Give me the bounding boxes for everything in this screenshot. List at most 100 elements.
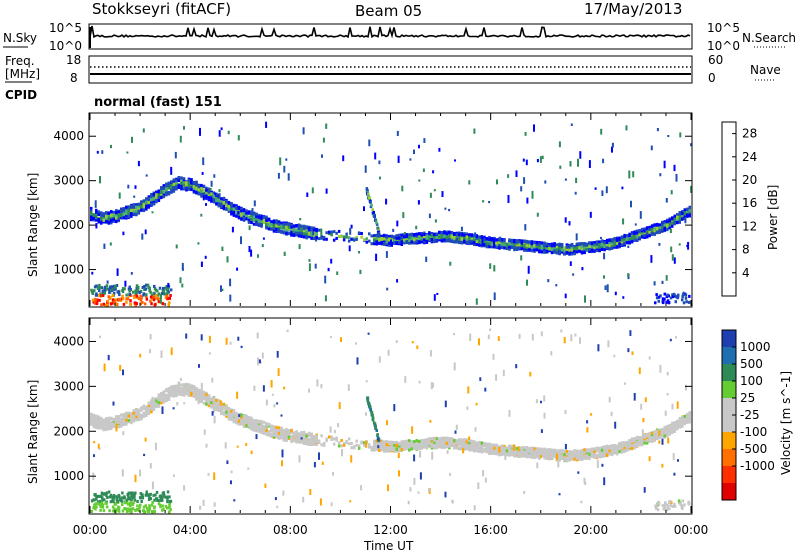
scatter-cell — [655, 296, 659, 300]
scatter-cell — [262, 215, 266, 219]
scatter-cell — [292, 439, 296, 443]
scatter-cell — [470, 239, 474, 243]
scatter-cell — [165, 188, 168, 192]
scatter-cell — [465, 235, 469, 239]
scatter-cell — [285, 158, 288, 161]
scatter-cell — [460, 226, 463, 232]
scatter-cell — [654, 301, 657, 305]
scatter-cell — [135, 411, 138, 415]
scatter-cell — [295, 436, 298, 440]
scatter-cell — [413, 236, 416, 240]
scatter-cell — [307, 230, 311, 234]
scatter-cell — [550, 248, 554, 252]
scatter-cell — [90, 422, 93, 426]
scatter-cell — [385, 235, 388, 239]
scatter-cell — [482, 200, 485, 203]
scatter-cell — [110, 427, 113, 430]
scatter-cell — [111, 301, 115, 305]
scatter-cell — [122, 417, 126, 421]
scatter-cell — [215, 201, 218, 204]
scatter-cell — [275, 429, 278, 433]
scatter-cell — [287, 429, 291, 432]
scatter-cell — [585, 247, 589, 251]
scatter-cell — [177, 390, 181, 394]
scatter-cell — [125, 418, 128, 422]
scatter-cell — [300, 228, 303, 232]
scatter-cell — [150, 199, 153, 203]
scatter-cell — [141, 233, 144, 240]
scatter-cell — [310, 231, 313, 235]
scatter-cell — [666, 228, 669, 232]
scatter-cell — [114, 298, 117, 302]
scatter-cell — [327, 435, 331, 439]
scatter-cell — [658, 223, 661, 227]
scatter-cell — [161, 292, 164, 296]
scatter-cell — [152, 202, 156, 206]
scatter-cell — [395, 234, 398, 238]
scatter-cell — [312, 437, 316, 440]
scatter-cell — [142, 209, 146, 213]
scatter-cell — [292, 227, 296, 231]
scatter-cell — [602, 158, 605, 164]
scatter-cell — [668, 222, 671, 226]
scatter-cell — [252, 222, 256, 226]
scatter-cell — [308, 259, 311, 262]
scatter-cell — [513, 245, 516, 249]
scatter-cell — [252, 215, 256, 219]
scatter-cell — [675, 295, 678, 299]
scatter-cell — [128, 293, 131, 296]
scatter-cell — [366, 189, 369, 193]
scatter-cell — [232, 212, 236, 216]
scatter-cell — [157, 199, 161, 202]
scatter-cell — [659, 173, 662, 177]
scatter-cell — [307, 443, 311, 446]
scatter-cell — [105, 214, 108, 218]
scatter-cell — [217, 406, 221, 409]
scatter-cell — [541, 155, 544, 160]
scatter-cell — [337, 235, 341, 239]
scatter-cell — [337, 444, 341, 448]
scatter-cell — [155, 399, 158, 403]
scatter-cell — [307, 432, 311, 436]
scatter-cell — [110, 417, 113, 421]
scatter-cell — [635, 235, 639, 239]
scatter-cell — [373, 213, 376, 217]
scatter-cell — [175, 178, 178, 182]
scatter-cell — [408, 238, 411, 242]
scatter-cell — [340, 235, 343, 238]
scatter-cell — [613, 238, 616, 242]
scatter-cell — [322, 235, 326, 239]
scatter-cell — [100, 303, 103, 307]
scatter-cell — [488, 238, 491, 242]
scatter-cell — [558, 141, 561, 148]
scatter-cell — [202, 188, 206, 192]
scatter-cell — [227, 201, 231, 205]
scatter-cell — [530, 240, 534, 244]
scatter-cell — [538, 242, 541, 246]
scatter-cell — [434, 219, 437, 223]
scatter-cell — [573, 250, 576, 254]
scatter-cell — [458, 239, 461, 243]
scatter-cell — [445, 232, 449, 236]
scatter-cell — [285, 434, 288, 437]
scatter-cell — [132, 416, 136, 420]
scatter-cell — [510, 243, 514, 247]
scatter-cell — [150, 406, 153, 410]
scatter-cell — [139, 302, 142, 306]
scatter-cell — [212, 195, 216, 199]
scatter-cell — [152, 197, 156, 201]
scatter-cell — [112, 291, 116, 295]
scatter-cell — [306, 192, 309, 197]
scatter-cell — [177, 186, 181, 189]
scatter-cell — [400, 236, 403, 240]
scatter-cell — [137, 412, 141, 416]
scatter-cell — [102, 428, 105, 432]
scatter-cell — [623, 233, 626, 237]
scatter-cell — [227, 130, 230, 135]
scatter-cell — [157, 292, 161, 296]
scatter-cell — [265, 429, 268, 432]
scatter-cell — [127, 184, 130, 189]
scatter-cell — [107, 421, 110, 425]
scatter-cell — [663, 297, 666, 301]
scatter-cell — [220, 200, 223, 204]
